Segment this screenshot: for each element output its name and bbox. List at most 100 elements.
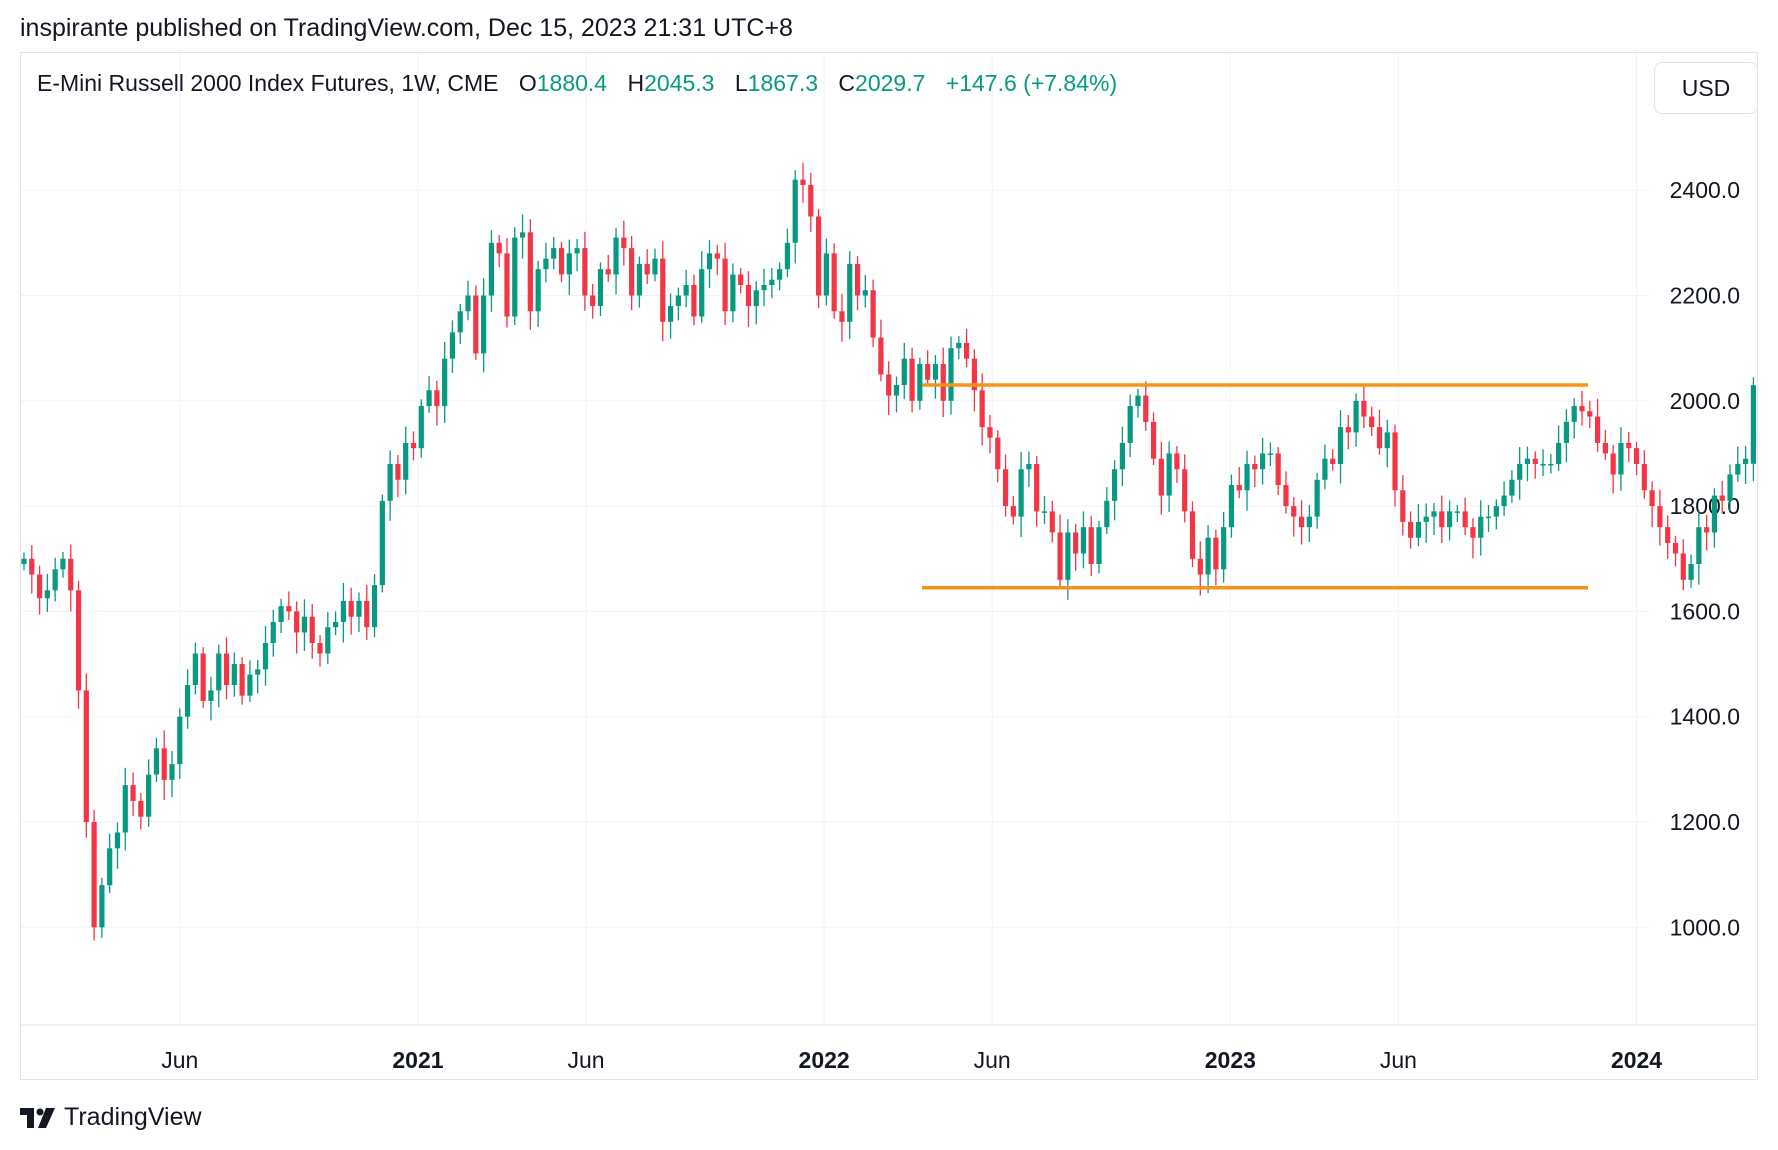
candle-body [200,653,206,701]
candle-body [504,253,510,317]
candle-body [753,290,759,307]
candle-body [1088,527,1094,565]
candle-body [1633,448,1640,464]
y-tick-label: 1400.0 [1670,704,1740,730]
candle-body [714,253,720,259]
candle-body [1462,511,1468,528]
candle-body [995,437,1001,470]
candle-body [1260,453,1266,470]
candle-body [1618,442,1624,475]
candle-body [177,716,183,765]
candle-body [1517,463,1523,480]
candle-body [808,184,814,217]
candle-body [1283,485,1289,507]
candle-body [1579,406,1585,412]
high-value: 2045.3 [644,70,715,96]
candle-body [52,569,58,591]
low-label: L [734,70,748,96]
candle-body [1322,458,1328,480]
candle-body [1369,416,1375,428]
candle-body [1594,416,1601,443]
change-value: +147.6 (+7.84%) [945,70,1118,96]
candle-body [1548,463,1554,466]
candle-body [1423,516,1429,522]
candle-body [1244,463,1250,491]
candle-body [410,442,417,449]
candle-body [60,558,66,570]
tradingview-logo-icon [20,1107,55,1128]
candle-body [917,363,923,401]
candle-body [426,390,432,407]
candle-body [449,332,456,359]
candle-body [75,590,82,691]
candle-body [1049,511,1055,533]
candle-body [239,664,245,696]
candle-body [1750,385,1756,464]
candle-body [488,242,494,296]
candle-body [1135,395,1141,407]
candle-body [1197,558,1203,575]
candle-body [1236,485,1242,491]
candle-body [1298,516,1305,528]
candle-body [1711,495,1718,533]
candle-body [122,785,128,833]
candle-body [730,274,736,312]
candle-body [138,800,144,817]
candle-body [893,385,900,396]
candle-body [1415,521,1422,538]
candle-body [1112,469,1118,501]
candle-body [184,685,191,717]
candle-body [971,358,977,391]
candle-body [418,406,424,449]
candle-body [1400,490,1406,522]
currency-button[interactable]: USD [1654,62,1758,114]
candle-body [636,263,643,296]
candle-body [1501,495,1507,507]
candle-body [1361,400,1367,417]
candle-body [738,274,744,285]
chart-frame [20,52,1758,1080]
candle-body [1719,495,1725,501]
y-tick-label: 2200.0 [1670,283,1740,309]
candle-body [1057,532,1063,580]
candle-body [1392,432,1398,491]
candle-body [769,279,775,285]
candle-body [356,600,362,617]
candle-body [1330,458,1336,464]
candle-body [364,600,370,628]
candle-body [925,363,931,380]
candle-body [566,253,572,275]
candle-body [1571,406,1577,422]
candle-body [1073,532,1079,554]
candle-body [99,885,105,928]
candle-body [1493,506,1499,517]
candle-body [1446,511,1453,528]
candle-body [1742,458,1749,464]
candle-body [192,653,198,686]
candle-body [1439,511,1445,528]
candle-body [1143,395,1149,422]
candle-body [1688,564,1694,580]
candle-body [434,390,440,407]
open-label: O [518,70,537,96]
candle-body [613,237,619,275]
candle-body [652,258,658,275]
candle-body [667,306,674,322]
tradingview-brand[interactable]: TradingView [20,1103,202,1132]
candle-body [683,284,689,296]
candle-body [29,558,35,575]
candle-body [1205,537,1211,575]
y-tick-label: 2000.0 [1670,388,1740,414]
x-tick-label: 2021 [392,1047,443,1073]
x-tick-label: Jun [974,1047,1011,1073]
candle-body [340,600,346,622]
symbol-name: E-Mini Russell 2000 Index Futures, 1W, C… [37,70,499,96]
candle-body [457,311,463,333]
candle-body [535,269,541,312]
candle-body [1509,479,1515,496]
candle-body [91,822,97,928]
candle-body [1696,527,1702,565]
candle-body [519,232,526,238]
close-value: 2029.7 [855,70,926,96]
